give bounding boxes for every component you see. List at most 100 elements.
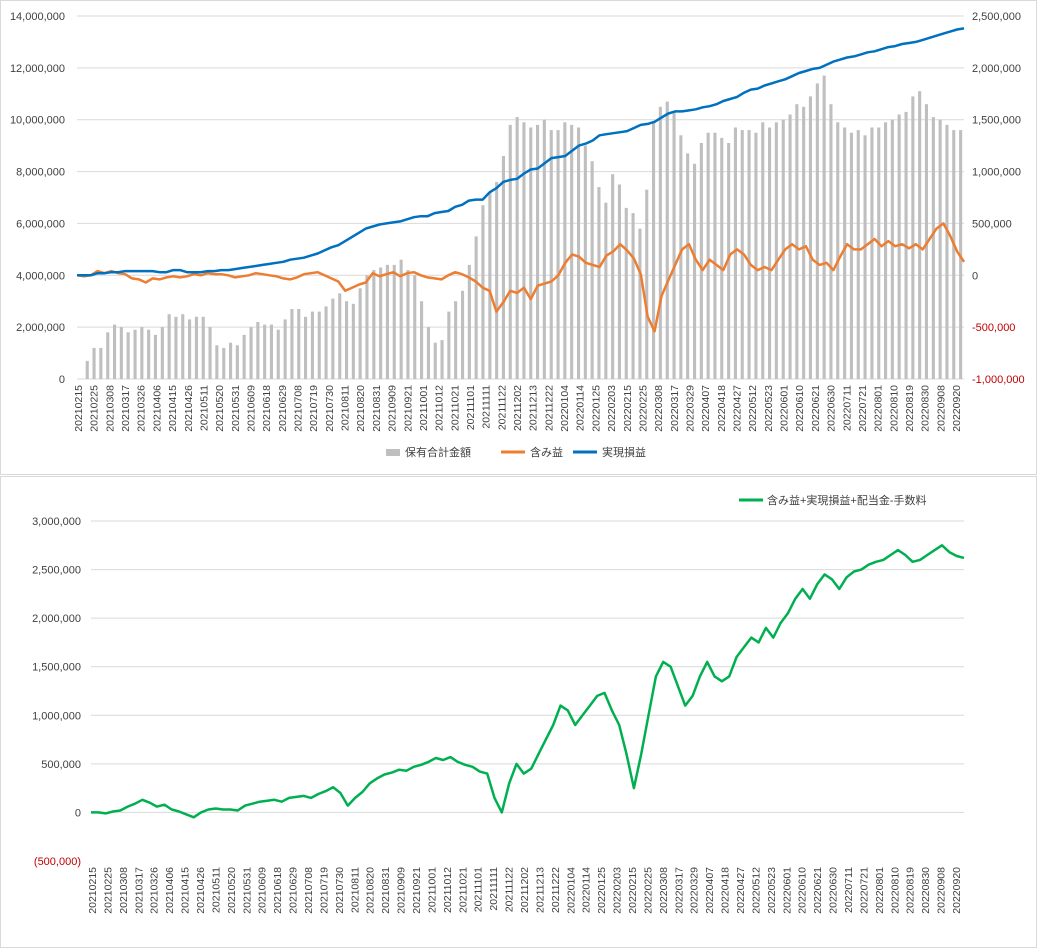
top-chart: 0 2,000,000 4,000,000 6,000,000 8,000,000 10,… <box>10 11 1025 459</box>
x-tick-label: 20210831 <box>380 867 392 914</box>
x-tick-label: 20220407 <box>700 385 712 432</box>
holding-bar <box>188 319 192 379</box>
holding-bar <box>686 153 690 379</box>
y-right-tick-label: 500,000 <box>972 218 1012 230</box>
x-tick-label: 20220621 <box>812 867 824 914</box>
legend-label: 含み益+実現損益+配当金-手数料 <box>767 493 927 507</box>
holding-bar <box>310 311 314 379</box>
y-left-tick-label: 8,000,000 <box>16 167 65 179</box>
holding-bar <box>918 91 922 379</box>
x-tick-label: 20220512 <box>750 867 762 914</box>
holding-bar <box>420 301 424 379</box>
x-tick-label: 20210317 <box>133 867 145 914</box>
holding-bar <box>665 101 669 379</box>
x-tick-label: 20210426 <box>183 385 195 432</box>
x-tick-label: 20210415 <box>167 385 179 432</box>
x-tick-label: 20210531 <box>230 385 242 432</box>
x-tick-label: 20211021 <box>457 867 469 913</box>
x-tick-label: 20211122 <box>496 385 508 430</box>
x-tick-label: 20210308 <box>104 385 116 432</box>
x-tick-label: 20220407 <box>704 867 716 914</box>
x-tick-label: 20211001 <box>418 385 430 431</box>
holding-bar <box>392 264 396 379</box>
holding-bar <box>522 122 526 380</box>
x-tick-label: 20211101 <box>473 867 485 912</box>
x-tick-label: 20211222 <box>543 385 555 431</box>
holding-bar <box>351 303 355 379</box>
x-tick-label: 20210820 <box>365 867 377 914</box>
holding-bar <box>140 327 144 379</box>
holding-bar <box>693 163 697 379</box>
holding-bar <box>249 327 253 379</box>
holding-bar <box>385 264 389 379</box>
x-tick-label: 20210225 <box>89 385 101 432</box>
x-tick-label: 20211001 <box>426 867 438 913</box>
y-tick-label: 2,000,000 <box>32 613 81 625</box>
holding-bar <box>836 122 840 380</box>
x-tick-label: 20210406 <box>164 867 176 914</box>
y-tick-label: 500,000 <box>41 759 81 771</box>
legend-label: 含み益 <box>530 445 563 459</box>
holding-bar <box>126 332 130 379</box>
y-left-tick-label: 0 <box>59 374 65 386</box>
x-tick-label: 20210708 <box>293 385 305 432</box>
x-tick-label: 20220329 <box>689 867 701 914</box>
x-tick-label: 20211021 <box>449 385 461 431</box>
x-tick-label: 20210618 <box>261 385 273 432</box>
holding-bar <box>652 122 656 380</box>
x-tick-label: 20211101 <box>465 385 477 430</box>
holding-bar <box>235 345 239 379</box>
y-tick-label: (500,000) <box>34 856 81 868</box>
x-tick-label: 20210909 <box>396 867 408 914</box>
x-tick-label: 20210531 <box>241 867 253 914</box>
x-tick-label: 20220104 <box>565 867 577 914</box>
y-left-tick-label: 6,000,000 <box>16 218 65 230</box>
holding-bar <box>440 340 444 379</box>
holding-bar <box>699 143 703 379</box>
holding-bar <box>153 334 157 379</box>
x-tick-label: 20211213 <box>528 385 540 431</box>
x-tick-label: 20210308 <box>118 867 130 914</box>
holding-bar <box>167 314 171 379</box>
holding-bar <box>147 329 151 379</box>
x-tick-label: 20220225 <box>637 385 649 432</box>
holding-bar <box>570 124 574 380</box>
holding-bar <box>372 270 376 379</box>
x-tick-label: 20210811 <box>340 385 352 431</box>
x-tick-label: 20220810 <box>888 385 900 432</box>
holding-bar <box>345 301 349 379</box>
x-tick-label: 20210921 <box>402 385 414 432</box>
x-tick-label: 20210520 <box>226 867 238 914</box>
holding-bar <box>106 332 110 379</box>
holding-bar <box>815 83 819 380</box>
holding-bar <box>563 122 567 380</box>
holding-bar <box>399 259 403 379</box>
holding-bar <box>317 311 321 379</box>
holding-bar <box>829 104 833 379</box>
holding-bar <box>92 347 96 379</box>
x-tick-label: 20220801 <box>873 385 885 432</box>
x-tick-label: 20210831 <box>371 385 383 432</box>
legend-label: 保有合計金額 <box>405 445 471 459</box>
holding-bar <box>515 117 519 379</box>
y-right-tick-label: 1,500,000 <box>972 115 1021 127</box>
holding-bar <box>870 127 874 379</box>
y-tick-label: 3,000,000 <box>32 516 81 528</box>
x-tick-label: 20210820 <box>355 385 367 432</box>
x-tick-label: 20210225 <box>102 867 114 914</box>
x-tick-label: 20220427 <box>732 385 744 432</box>
holding-bar <box>604 202 608 379</box>
x-tick-label: 20211202 <box>519 867 531 913</box>
x-tick-label: 20210629 <box>288 867 300 914</box>
holding-bar <box>645 189 649 379</box>
x-tick-label: 20210326 <box>149 867 161 914</box>
holding-bar <box>133 329 137 379</box>
x-tick-label: 20211122 <box>504 867 516 912</box>
x-tick-label: 20220114 <box>575 385 587 431</box>
holding-bar <box>590 161 594 379</box>
holding-bar <box>283 319 287 379</box>
holding-bar <box>720 137 724 379</box>
holding-bar <box>768 127 772 379</box>
y-right-tick-label: 2,000,000 <box>972 63 1021 75</box>
x-tick-label: 20220427 <box>735 867 747 914</box>
